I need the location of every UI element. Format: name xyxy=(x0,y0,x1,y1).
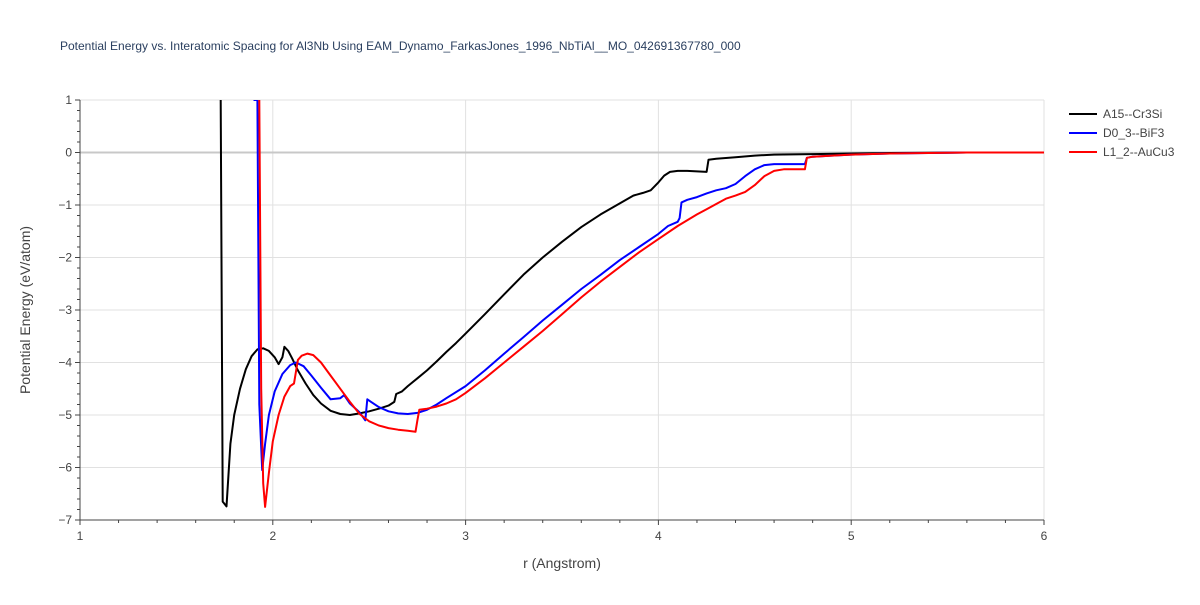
y-tick-label: −6 xyxy=(58,461,72,475)
y-axis-title: Potential Energy (eV/atom) xyxy=(17,226,33,394)
legend-label: L1_2--AuCu3 xyxy=(1103,145,1175,159)
y-tick-label: 0 xyxy=(65,146,72,160)
x-tick-label: 2 xyxy=(269,529,276,543)
series-line-d0-3-bif3[interactable] xyxy=(253,100,1045,472)
x-tick-label: 6 xyxy=(1041,529,1048,543)
legend-label: D0_3--BiF3 xyxy=(1103,126,1165,140)
y-tick-label: −2 xyxy=(58,251,72,265)
y-tick-label: 1 xyxy=(65,93,72,107)
x-tick-labels: 1 2 3 4 5 6 xyxy=(77,529,1048,543)
y-tick-label: −4 xyxy=(58,356,72,370)
x-tick-label: 3 xyxy=(462,529,469,543)
series-line-a15-cr3si[interactable] xyxy=(219,100,1044,508)
legend-item[interactable]: D0_3--BiF3 xyxy=(1069,126,1165,140)
y-tick-label: −3 xyxy=(58,303,72,317)
x-tick-label: 1 xyxy=(77,529,84,543)
x-tick-label: 4 xyxy=(655,529,662,543)
series-layer xyxy=(219,100,1045,508)
y-tick-label: −1 xyxy=(58,198,72,212)
x-axis-title: r (Angstrom) xyxy=(523,555,601,571)
chart-title: Potential Energy vs. Interatomic Spacing… xyxy=(60,39,741,53)
x-tick-label: 5 xyxy=(848,529,855,543)
y-tick-labels: 1 0 −1 −2 −3 −4 −5 −6 −7 xyxy=(58,93,72,527)
grid-lines xyxy=(80,99,1045,520)
legend-item[interactable]: L1_2--AuCu3 xyxy=(1069,145,1175,159)
y-tick-label: −5 xyxy=(58,408,72,422)
axes xyxy=(75,99,1045,525)
y-tick-label: −7 xyxy=(58,513,72,527)
legend[interactable]: A15--Cr3Si D0_3--BiF3 L1_2--AuCu3 xyxy=(1069,107,1175,159)
series-line-l1-2-aucu3[interactable] xyxy=(258,100,1044,508)
legend-label: A15--Cr3Si xyxy=(1103,107,1162,121)
legend-item[interactable]: A15--Cr3Si xyxy=(1069,107,1162,121)
